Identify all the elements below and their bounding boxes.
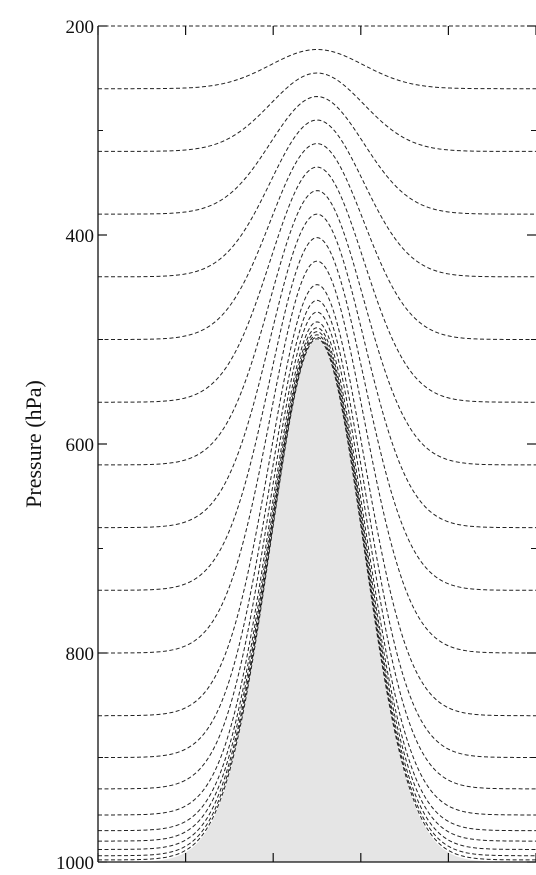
axes: 200 400 600 800 1000: [56, 17, 536, 874]
pressure-levels: [97, 25, 536, 861]
y-axis-title: Pressure (hPa): [21, 380, 46, 508]
pressure-level-line-1: [98, 49, 536, 90]
terrain-fill: [98, 339, 536, 862]
y-tick-label: 400: [66, 226, 95, 247]
pressure-level-line-2: [98, 72, 536, 152]
y-tick-label: 200: [66, 17, 95, 38]
pressure-level-line-4: [98, 119, 536, 278]
pressure-level-line-15: [98, 327, 536, 832]
pressure-level-line-10: [98, 260, 536, 654]
pressure-level-line-6: [98, 166, 536, 403]
y-tick-label: 800: [66, 644, 95, 665]
pressure-level-line-19: [98, 338, 536, 861]
pressure-level-line-14: [98, 321, 536, 816]
pressure-level-line-11: [98, 284, 536, 717]
pressure-level-line-7: [98, 190, 536, 466]
pressure-level-line-3: [98, 96, 536, 215]
y-tick-label: 1000: [56, 853, 94, 874]
pressure-level-line-13: [98, 311, 536, 790]
pressure-level-line-16: [98, 331, 536, 842]
pressure-level-line-9: [98, 237, 536, 591]
pressure-level-line-12: [98, 299, 536, 758]
pressure-level-line-5: [98, 143, 536, 340]
y-tick-label: 600: [66, 435, 95, 456]
terrain-layer: [98, 339, 536, 862]
pressure-level-line-17: [98, 334, 536, 850]
pressure-level-line-18: [98, 336, 536, 857]
pressure-level-line-8: [97, 213, 536, 529]
